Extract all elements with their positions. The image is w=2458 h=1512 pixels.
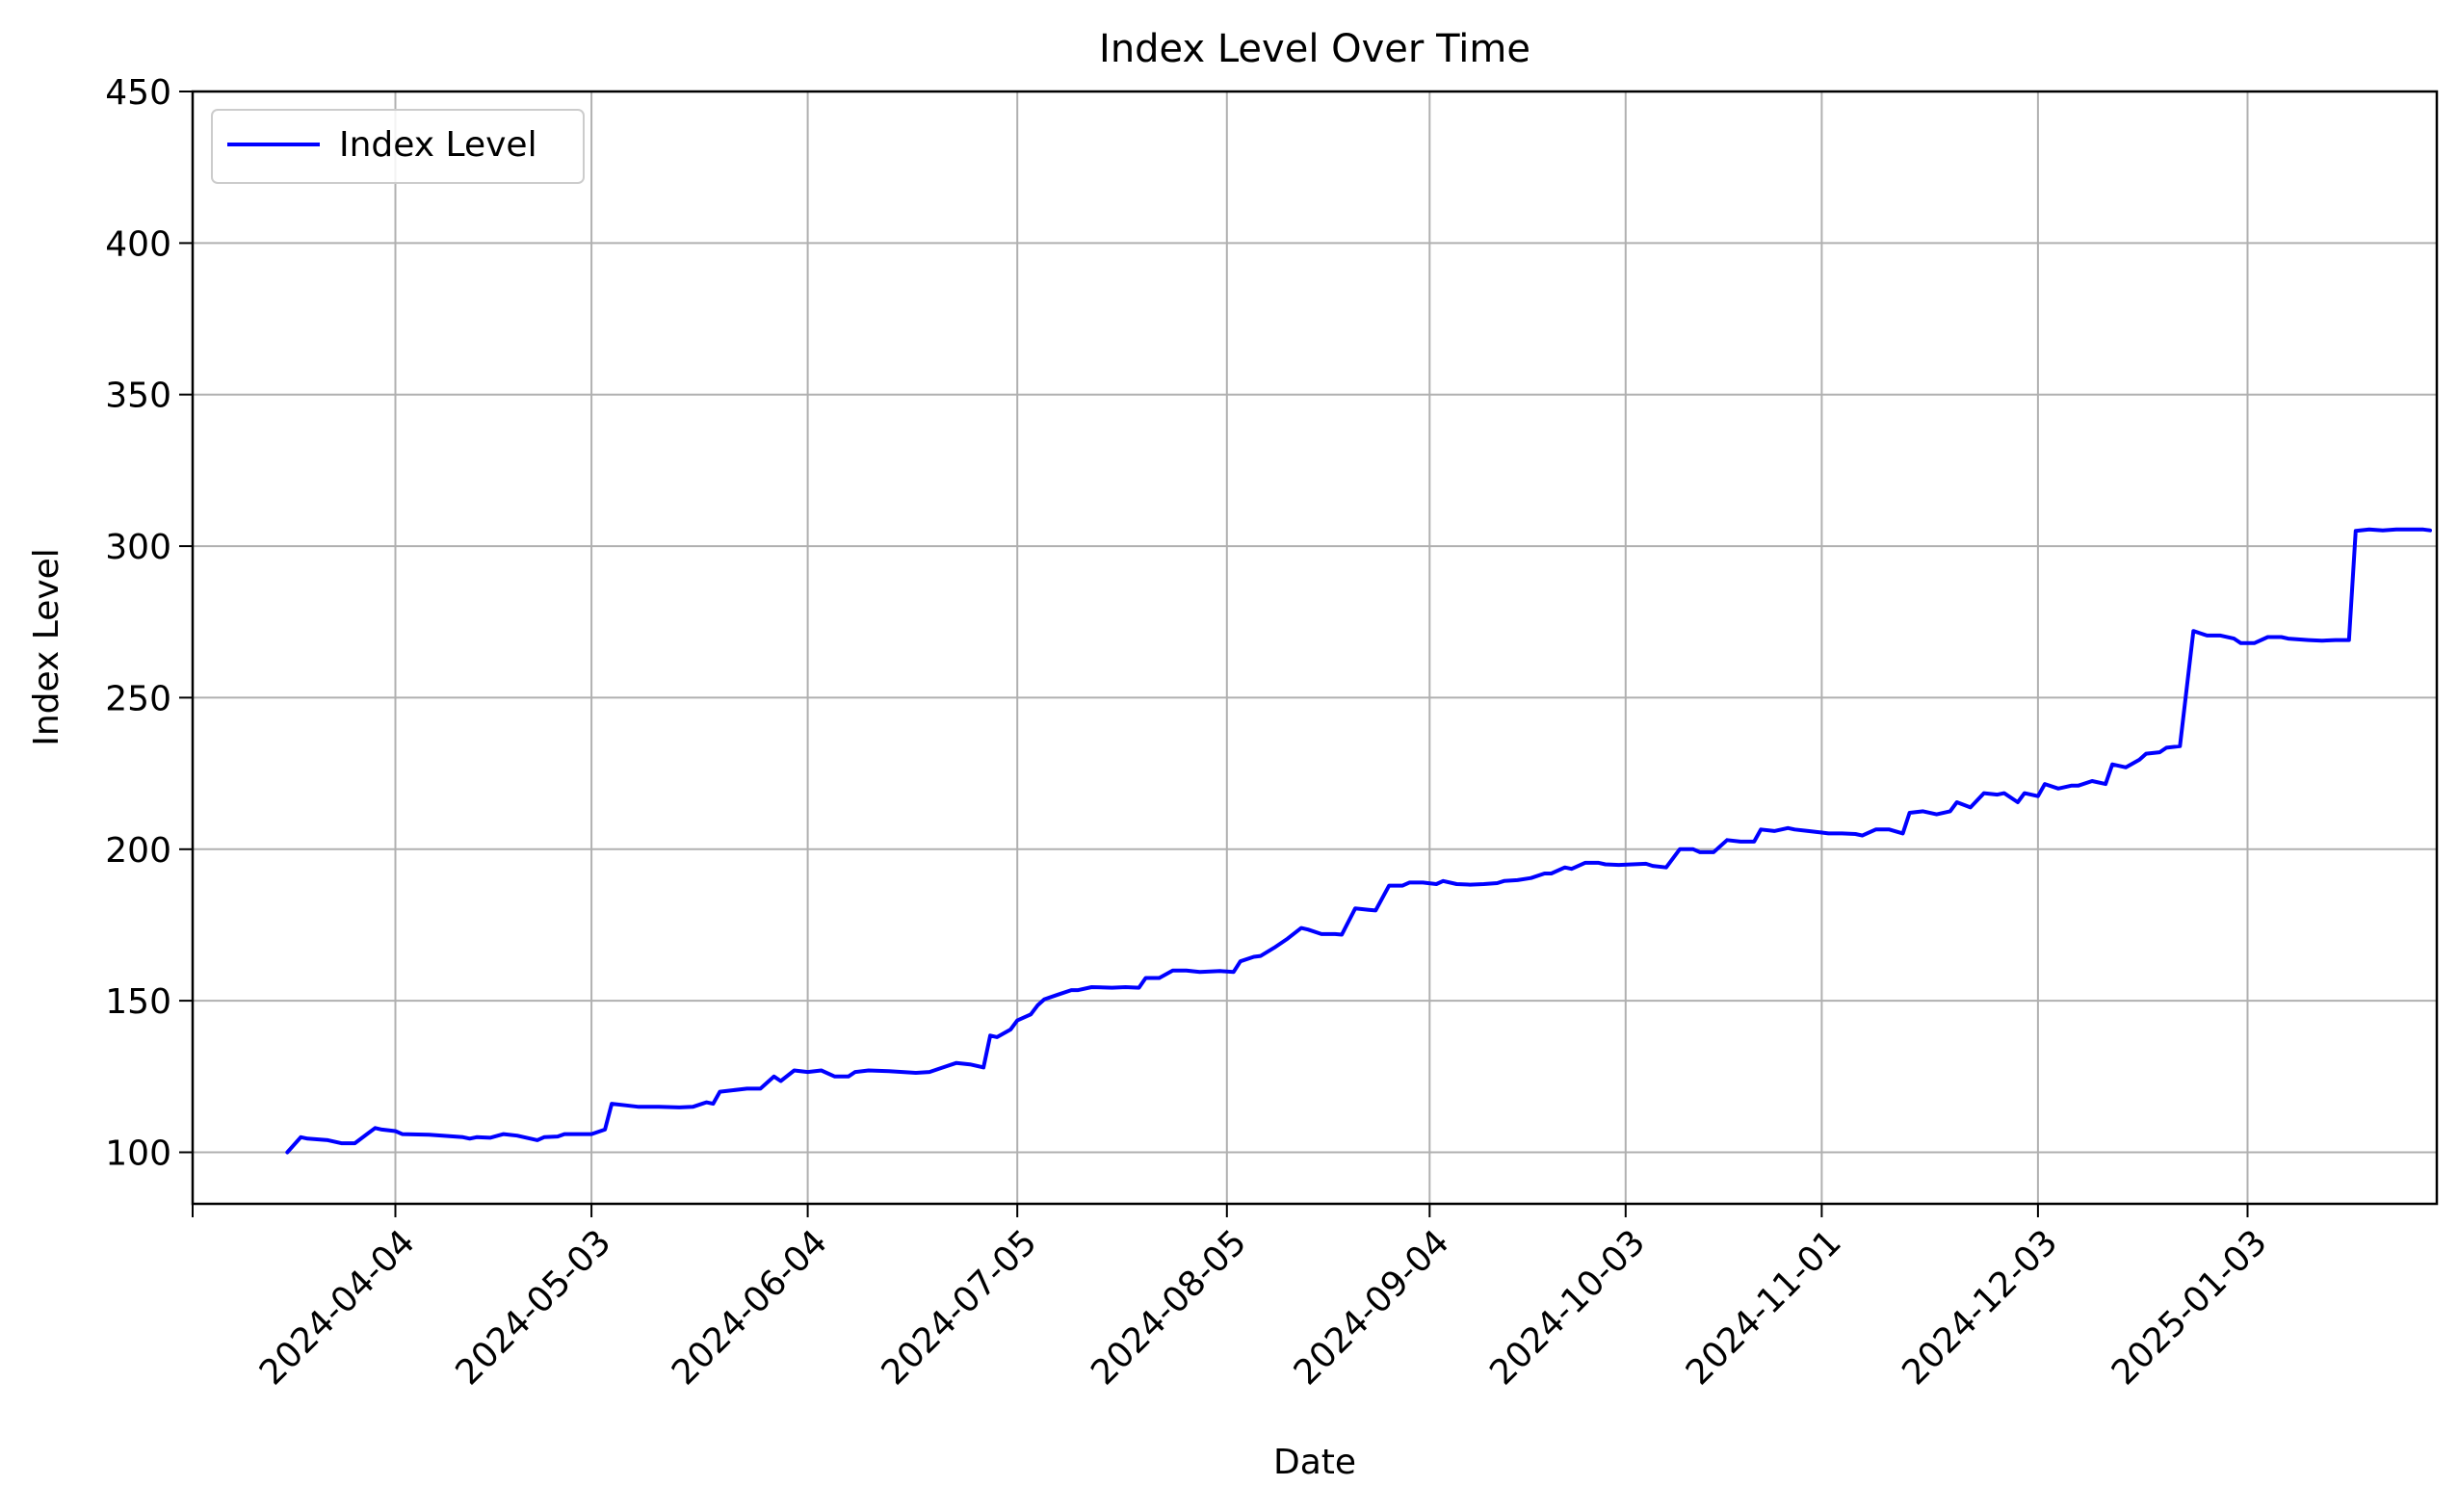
- y-tick-label: 400: [105, 224, 171, 264]
- y-tick-label: 450: [105, 73, 171, 113]
- series-line-0: [285, 527, 2432, 1155]
- y-tick-label: 300: [105, 528, 171, 567]
- y-tick-label: 100: [105, 1134, 171, 1174]
- legend-label: Index Level: [339, 125, 537, 165]
- y-tick-label: 200: [105, 831, 171, 871]
- y-tick-label: 350: [105, 377, 171, 416]
- y-axis-label: Index Level: [27, 548, 66, 746]
- plot-frame: [191, 90, 2439, 1206]
- legend-box: [211, 109, 585, 184]
- series-layer: [285, 527, 2432, 1155]
- chart-title: Index Level Over Time: [1099, 27, 1530, 71]
- legend: Index Level: [211, 109, 585, 184]
- y-tick-label: 250: [105, 679, 171, 718]
- x-axis-label: Date: [1273, 1443, 1356, 1482]
- grid: [193, 91, 2437, 1204]
- y-tick-label: 150: [105, 982, 171, 1022]
